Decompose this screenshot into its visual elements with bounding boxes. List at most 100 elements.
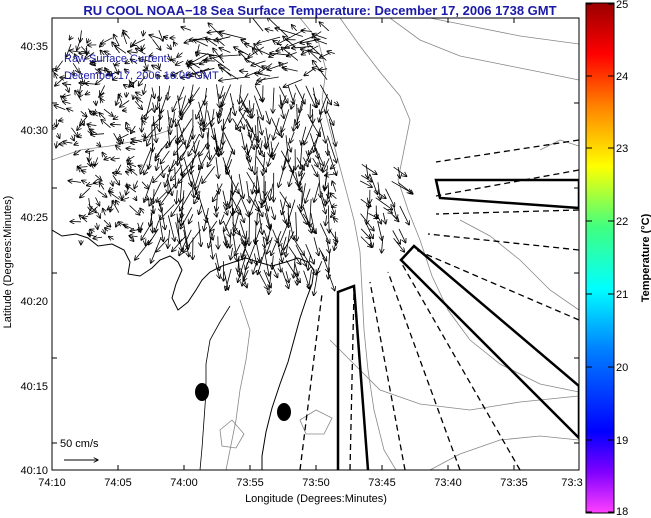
current-vector	[131, 39, 137, 47]
current-vector	[222, 229, 226, 245]
current-vector	[164, 76, 170, 78]
current-vector	[375, 212, 381, 224]
current-vector	[179, 127, 185, 143]
colorbar-tick-label: 21	[616, 289, 628, 301]
current-vector	[226, 268, 232, 291]
current-vector	[312, 60, 328, 80]
current-vector	[134, 197, 136, 201]
current-vector	[100, 44, 103, 47]
current-vector	[216, 140, 217, 152]
current-vector	[270, 206, 275, 220]
current-vector	[281, 47, 299, 61]
current-vector	[325, 215, 326, 225]
current-vector	[67, 108, 74, 111]
current-vector	[177, 95, 182, 120]
current-vector	[103, 208, 106, 216]
current-vector	[90, 229, 95, 231]
current-vector	[158, 63, 159, 68]
current-vector	[326, 238, 330, 253]
current-vector	[154, 189, 155, 203]
current-vector	[216, 157, 219, 178]
current-vector	[203, 117, 215, 130]
current-vector	[176, 190, 177, 204]
current-vector	[191, 181, 194, 198]
current-vector	[211, 108, 214, 127]
current-vector	[223, 204, 227, 215]
current-vector	[208, 23, 223, 38]
current-vector	[218, 92, 226, 116]
current-vector	[232, 118, 241, 131]
current-vector	[79, 94, 81, 98]
colorbar-ticks	[586, 3, 614, 513]
current-vector	[204, 207, 209, 231]
current-vector	[77, 37, 82, 51]
current-vector	[272, 255, 273, 270]
current-vector	[245, 124, 251, 137]
current-vector	[77, 124, 81, 130]
current-vector	[111, 158, 120, 159]
current-vector	[168, 126, 170, 145]
current-vector	[74, 143, 78, 145]
current-vector	[188, 64, 202, 79]
current-vector	[221, 142, 224, 155]
current-vector	[94, 111, 97, 114]
current-vector	[77, 166, 80, 173]
current-vector	[131, 139, 143, 142]
current-vector	[319, 22, 330, 32]
current-vector	[138, 165, 142, 167]
coverage-boxes	[336, 178, 579, 470]
current-vector	[69, 36, 71, 39]
current-vector	[95, 157, 98, 167]
x-tick-label: 73:3	[561, 477, 582, 489]
current-vector	[85, 52, 95, 60]
current-vector	[101, 120, 111, 129]
current-vector	[74, 149, 81, 155]
current-vector	[293, 238, 304, 255]
current-vector	[368, 236, 373, 247]
current-vector	[174, 142, 184, 156]
current-vector	[304, 68, 314, 76]
current-vector	[310, 198, 312, 227]
current-vector	[246, 230, 247, 245]
current-vector	[254, 85, 263, 102]
current-vector	[222, 103, 235, 131]
current-vector	[278, 158, 288, 188]
current-vector	[293, 119, 294, 131]
current-vector	[152, 65, 162, 72]
colorbar-tick-label: 18	[616, 506, 628, 518]
current-vector	[175, 102, 192, 126]
current-vector	[251, 60, 266, 66]
current-vector	[218, 101, 225, 118]
current-vector	[167, 110, 171, 134]
current-vector	[61, 96, 67, 101]
current-vector	[294, 84, 305, 104]
current-vector	[112, 173, 122, 174]
current-vector	[152, 39, 161, 50]
current-vector	[80, 111, 87, 116]
current-vector	[239, 94, 251, 118]
current-vector	[238, 173, 243, 199]
current-vector	[245, 71, 258, 77]
current-vector	[172, 100, 178, 112]
current-vector	[86, 183, 96, 185]
current-vector	[299, 93, 305, 112]
current-vector	[186, 125, 194, 149]
current-vector	[89, 230, 90, 236]
current-vector	[282, 196, 287, 215]
current-vector	[323, 158, 330, 172]
current-vector	[239, 260, 240, 277]
current-vector	[285, 135, 289, 162]
current-vector	[182, 220, 188, 250]
current-vector	[327, 190, 329, 204]
current-vector	[178, 165, 194, 183]
current-vector	[392, 230, 401, 245]
current-vector	[207, 149, 219, 167]
current-vector	[60, 77, 72, 78]
current-vector	[238, 191, 250, 217]
current-vector	[267, 62, 289, 70]
current-vector	[120, 191, 123, 200]
current-vector	[215, 262, 220, 279]
current-vector	[328, 118, 336, 147]
current-vector	[321, 197, 325, 214]
